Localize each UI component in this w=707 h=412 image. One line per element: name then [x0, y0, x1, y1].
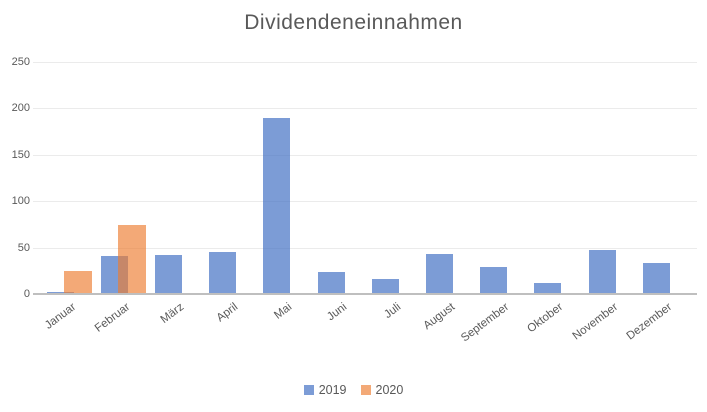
y-tick-label: 200: [11, 102, 30, 115]
bar-2019-juli[interactable]: [371, 279, 399, 294]
plot-area: [33, 62, 697, 296]
gridline-150: [33, 154, 697, 156]
bar-2019-dezember[interactable]: [642, 263, 670, 294]
bar-2020-januar[interactable]: [63, 270, 92, 294]
y-tick-label: 150: [11, 148, 30, 161]
legend-label: 2019: [318, 383, 347, 397]
bar-2019-mai[interactable]: [263, 117, 291, 294]
gridline-100: [33, 201, 697, 203]
legend-swatch-icon: [360, 385, 371, 395]
chart-title[interactable]: Dividendeneinnahmen: [244, 11, 463, 34]
x-axis-line: [33, 293, 697, 296]
y-tick-label: 0: [23, 288, 30, 300]
y-tick-label: 250: [11, 56, 30, 68]
y-tick-label: 50: [17, 241, 30, 254]
bar-2019-september[interactable]: [480, 267, 508, 294]
bar-2019-märz[interactable]: [154, 255, 182, 294]
gridline-250: [33, 62, 697, 63]
bar-2019-november[interactable]: [588, 250, 616, 294]
bar-2019-juni[interactable]: [317, 271, 345, 294]
bar-2020-februar[interactable]: [117, 225, 147, 294]
bar-2019-oktober[interactable]: [534, 282, 562, 294]
legend-swatch-icon: [303, 385, 314, 395]
legend-item-2019[interactable]: 2019: [303, 383, 347, 397]
gridline-50: [33, 247, 697, 249]
legend: 2019 2020: [0, 383, 707, 397]
gridline-200: [33, 108, 697, 110]
y-tick-label: 100: [11, 195, 30, 208]
legend-label: 2020: [375, 383, 404, 397]
y-axis: 250 200 150 100 50 0: [0, 0, 30, 412]
bar-2019-august[interactable]: [425, 254, 453, 294]
bar-2019-april[interactable]: [209, 252, 237, 294]
legend-item-2020[interactable]: 2020: [360, 383, 404, 397]
